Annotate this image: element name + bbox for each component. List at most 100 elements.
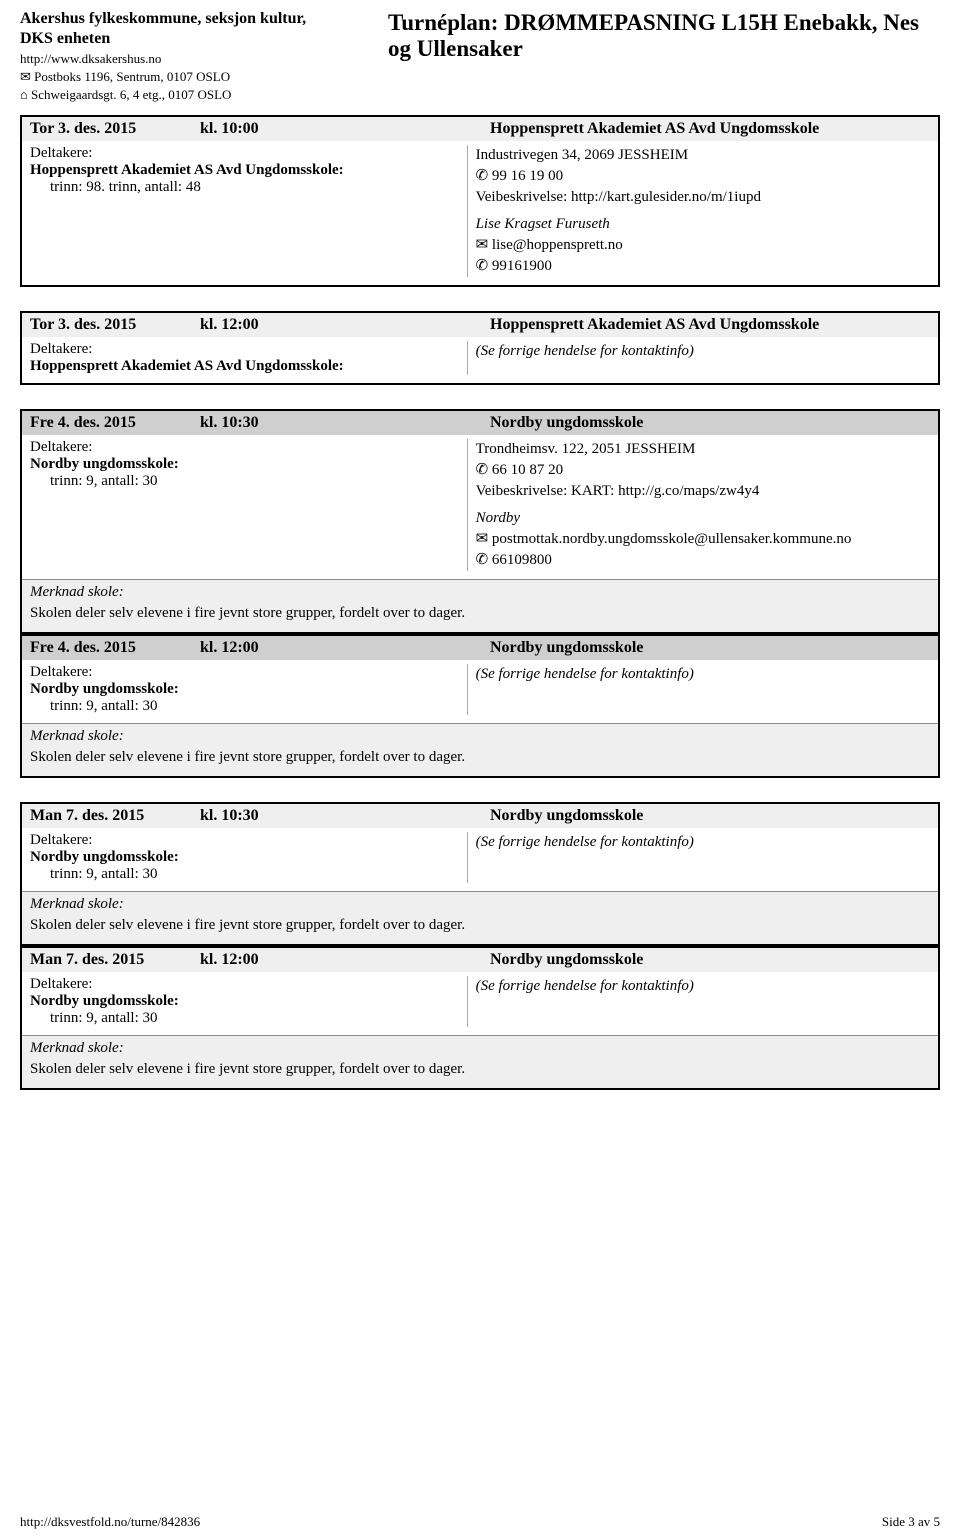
event-participants-block: Deltakere:Nordby ungdomsskole:trinn: 9, … xyxy=(30,832,468,883)
event-time: kl. 10:00 xyxy=(200,120,490,138)
event-time: kl. 12:00 xyxy=(200,639,490,657)
contact-line: Nordby xyxy=(476,508,930,529)
event-time: kl. 12:00 xyxy=(200,951,490,969)
participant-school: Hoppensprett Akademiet AS Avd Ungdomssko… xyxy=(30,162,467,179)
school-note: Merknad skole: Skolen deler selv elevene … xyxy=(22,579,938,632)
org-address-1: ✉ Postboks 1196, Sentrum, 0107 OSLO xyxy=(20,68,388,86)
participant-school: Nordby ungdomsskole: xyxy=(30,456,467,473)
school-note: Merknad skole: Skolen deler selv elevene … xyxy=(22,1035,938,1088)
event-participants-block: Deltakere:Hoppensprett Akademiet AS Avd … xyxy=(30,341,468,375)
event-contact-block: (Se forrige hendelse for kontaktinfo) xyxy=(468,832,930,883)
event-time: kl. 10:30 xyxy=(200,807,490,825)
school-note-label: Merknad skole: xyxy=(30,896,930,913)
participant-trinn: trinn: 9, antall: 30 xyxy=(50,473,467,490)
participants-label: Deltakere: xyxy=(30,439,467,456)
org-address-2: ⌂ Schweigaardsgt. 6, 4 etg., 0107 OSLO xyxy=(20,86,388,104)
page-header: Akershus fylkeskommune, seksjon kultur, … xyxy=(20,10,940,105)
event-date: Man 7. des. 2015 xyxy=(30,807,200,825)
event-contact-block: (Se forrige hendelse for kontaktinfo) xyxy=(468,341,930,375)
event-participants-block: Deltakere:Hoppensprett Akademiet AS Avd … xyxy=(30,145,468,277)
contact-line: ✉ lise@hoppensprett.no xyxy=(476,235,930,256)
footer-page-number: Side 3 av 5 xyxy=(882,1514,940,1530)
see-previous-note: (Se forrige hendelse for kontaktinfo) xyxy=(476,832,930,853)
participant-trinn: trinn: 9, antall: 30 xyxy=(50,1010,467,1027)
contact-line: ✉ postmottak.nordby.ungdomsskole@ullensa… xyxy=(476,529,930,550)
event-contact-block: Industrivegen 34, 2069 JESSHEIM✆ 99 16 1… xyxy=(468,145,930,277)
school-note-label: Merknad skole: xyxy=(30,728,930,745)
school-note-text: Skolen deler selv elevene i fire jevnt s… xyxy=(30,917,930,934)
participant-school: Nordby ungdomsskole: xyxy=(30,849,467,866)
event-card: Man 7. des. 2015kl. 12:00Nordby ungdomss… xyxy=(20,946,940,1090)
school-note: Merknad skole: Skolen deler selv elevene … xyxy=(22,723,938,776)
school-note-text: Skolen deler selv elevene i fire jevnt s… xyxy=(30,1061,930,1078)
page-footer: http://dksvestfold.no/turne/842836 Side … xyxy=(20,1514,940,1530)
event-time: kl. 12:00 xyxy=(200,316,490,334)
event-body: Deltakere:Nordby ungdomsskole:trinn: 9, … xyxy=(22,435,938,579)
contact-line: ✆ 99 16 19 00 xyxy=(476,166,930,187)
event-body: Deltakere:Nordby ungdomsskole:trinn: 9, … xyxy=(22,660,938,723)
see-previous-note: (Se forrige hendelse for kontaktinfo) xyxy=(476,341,930,362)
participant-school: Hoppensprett Akademiet AS Avd Ungdomssko… xyxy=(30,358,467,375)
event-body: Deltakere:Hoppensprett Akademiet AS Avd … xyxy=(22,141,938,285)
contact-line: ✆ 66 10 87 20 xyxy=(476,460,930,481)
event-contact-block: Trondheimsv. 122, 2051 JESSHEIM✆ 66 10 8… xyxy=(468,439,930,571)
participants-label: Deltakere: xyxy=(30,832,467,849)
contact-line: Industrivegen 34, 2069 JESSHEIM xyxy=(476,145,930,166)
event-venue: Nordby ungdomsskole xyxy=(490,414,930,432)
school-note-text: Skolen deler selv elevene i fire jevnt s… xyxy=(30,749,930,766)
contact-line: ✆ 99161900 xyxy=(476,256,930,277)
tour-plan-title: Turnéplan: DRØMMEPASNING L15H Enebakk, N… xyxy=(388,10,940,62)
event-participants-block: Deltakere:Nordby ungdomsskole:trinn: 9, … xyxy=(30,976,468,1027)
event-header-row: Man 7. des. 2015kl. 10:30Nordby ungdomss… xyxy=(22,804,938,828)
org-url: http://www.dksakershus.no xyxy=(20,50,388,68)
event-venue: Nordby ungdomsskole xyxy=(490,951,930,969)
event-contact-block: (Se forrige hendelse for kontaktinfo) xyxy=(468,976,930,1027)
event-date: Tor 3. des. 2015 xyxy=(30,120,200,138)
participants-label: Deltakere: xyxy=(30,664,467,681)
event-date: Tor 3. des. 2015 xyxy=(30,316,200,334)
see-previous-note: (Se forrige hendelse for kontaktinfo) xyxy=(476,664,930,685)
event-card: Tor 3. des. 2015kl. 10:00Hoppensprett Ak… xyxy=(20,115,940,287)
events-container: Tor 3. des. 2015kl. 10:00Hoppensprett Ak… xyxy=(20,115,940,1114)
org-name-line2: DKS enheten xyxy=(20,30,388,48)
event-header-row: Fre 4. des. 2015kl. 12:00Nordby ungdomss… xyxy=(22,636,938,660)
event-venue: Hoppensprett Akademiet AS Avd Ungdomssko… xyxy=(490,120,930,138)
participants-label: Deltakere: xyxy=(30,145,467,162)
school-note-text: Skolen deler selv elevene i fire jevnt s… xyxy=(30,605,930,622)
event-date: Fre 4. des. 2015 xyxy=(30,414,200,432)
event-header-row: Man 7. des. 2015kl. 12:00Nordby ungdomss… xyxy=(22,948,938,972)
event-date: Man 7. des. 2015 xyxy=(30,951,200,969)
school-note-label: Merknad skole: xyxy=(30,584,930,601)
event-venue: Nordby ungdomsskole xyxy=(490,807,930,825)
event-contact-block: (Se forrige hendelse for kontaktinfo) xyxy=(468,664,930,715)
participant-school: Nordby ungdomsskole: xyxy=(30,681,467,698)
school-note-label: Merknad skole: xyxy=(30,1040,930,1057)
footer-url: http://dksvestfold.no/turne/842836 xyxy=(20,1514,200,1530)
event-venue: Hoppensprett Akademiet AS Avd Ungdomssko… xyxy=(490,316,930,334)
event-header-row: Fre 4. des. 2015kl. 10:30Nordby ungdomss… xyxy=(22,411,938,435)
event-card: Tor 3. des. 2015kl. 12:00Hoppensprett Ak… xyxy=(20,311,940,385)
see-previous-note: (Se forrige hendelse for kontaktinfo) xyxy=(476,976,930,997)
event-card: Fre 4. des. 2015kl. 12:00Nordby ungdomss… xyxy=(20,634,940,778)
school-note: Merknad skole: Skolen deler selv elevene … xyxy=(22,891,938,944)
header-org-block: Akershus fylkeskommune, seksjon kultur, … xyxy=(20,10,388,105)
participant-trinn: trinn: 9, antall: 30 xyxy=(50,866,467,883)
org-name-line1: Akershus fylkeskommune, seksjon kultur, xyxy=(20,10,388,28)
participants-label: Deltakere: xyxy=(30,976,467,993)
participant-school: Nordby ungdomsskole: xyxy=(30,993,467,1010)
participant-trinn: trinn: 98. trinn, antall: 48 xyxy=(50,179,467,196)
contact-line: ✆ 66109800 xyxy=(476,550,930,571)
event-card: Man 7. des. 2015kl. 10:30Nordby ungdomss… xyxy=(20,802,940,946)
event-participants-block: Deltakere:Nordby ungdomsskole:trinn: 9, … xyxy=(30,439,468,571)
header-title-block: Turnéplan: DRØMMEPASNING L15H Enebakk, N… xyxy=(388,10,940,62)
event-card: Fre 4. des. 2015kl. 10:30Nordby ungdomss… xyxy=(20,409,940,634)
event-body: Deltakere:Nordby ungdomsskole:trinn: 9, … xyxy=(22,828,938,891)
contact-line: Veibeskrivelse: http://kart.gulesider.no… xyxy=(476,187,930,208)
participant-trinn: trinn: 9, antall: 30 xyxy=(50,698,467,715)
contact-line: Veibeskrivelse: KART: http://g.co/maps/z… xyxy=(476,481,930,502)
event-time: kl. 10:30 xyxy=(200,414,490,432)
event-header-row: Tor 3. des. 2015kl. 10:00Hoppensprett Ak… xyxy=(22,117,938,141)
contact-line: Lise Kragset Furuseth xyxy=(476,214,930,235)
contact-line: Trondheimsv. 122, 2051 JESSHEIM xyxy=(476,439,930,460)
event-body: Deltakere:Nordby ungdomsskole:trinn: 9, … xyxy=(22,972,938,1035)
